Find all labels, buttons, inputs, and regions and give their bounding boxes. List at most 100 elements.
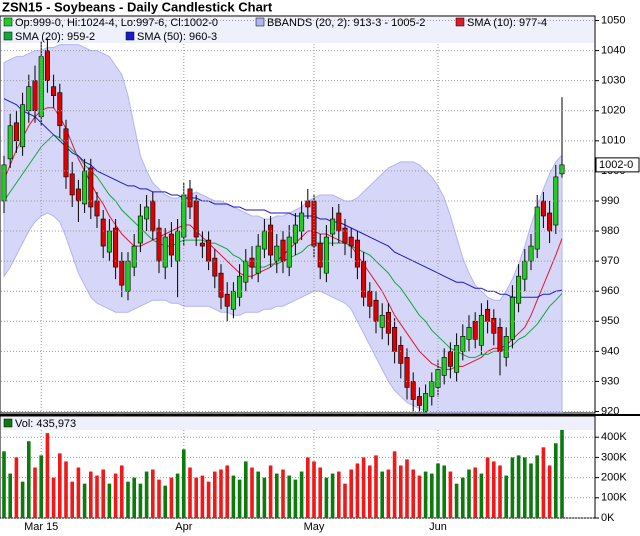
candle-body: [230, 290, 236, 310]
candle-body: [423, 393, 429, 412]
y-tick-label: 1030: [601, 75, 625, 87]
candle-body: [429, 381, 435, 397]
candle-body: [522, 260, 528, 280]
chart-title: ZSN15 - Soybeans - Daily Candlestick Cha…: [2, 0, 273, 14]
volume-bar: [70, 481, 74, 518]
candle-body: [410, 381, 416, 400]
candle-body: [336, 212, 342, 232]
volume-panel: [0, 415, 596, 519]
volume-bar: [219, 469, 223, 518]
volume-bar: [275, 473, 279, 518]
candle-body: [212, 257, 218, 277]
volume-bar: [467, 469, 471, 518]
volume-bar: [547, 465, 552, 518]
candle-body: [485, 308, 491, 322]
y-tick-label: 920: [601, 405, 619, 417]
candle-body: [361, 260, 367, 298]
volume-bar: [89, 471, 93, 518]
candle-body: [44, 50, 50, 81]
candle-body: [69, 173, 75, 196]
candle-body: [447, 351, 453, 367]
legend-label: SMA (10): 977-4: [467, 17, 547, 29]
legend-swatch: [255, 17, 265, 27]
volume-bar: [473, 467, 477, 518]
candle-body: [261, 230, 267, 250]
candle-body: [441, 357, 447, 376]
candle-body: [57, 92, 63, 127]
candle-body: [466, 326, 472, 340]
candle-body: [7, 125, 13, 160]
y-tick-label: 100K: [601, 492, 627, 504]
candle-body: [106, 230, 112, 253]
volume-bar: [151, 469, 155, 518]
volume-bar: [461, 477, 465, 518]
candle-body: [63, 128, 69, 178]
candle-body: [13, 122, 19, 142]
y-tick-label: 980: [601, 225, 619, 237]
volume-bar: [523, 457, 527, 518]
volume-bar: [182, 449, 186, 518]
volume-bar: [405, 459, 409, 518]
candle-body: [404, 357, 410, 388]
volume-bar: [312, 461, 316, 518]
legend-swatch: [125, 31, 135, 41]
candle-body: [168, 233, 174, 256]
candle-body: [274, 245, 280, 262]
candle-body: [330, 218, 336, 235]
volume-bar: [349, 469, 353, 518]
candle-body: [460, 336, 466, 352]
candle-body: [299, 212, 305, 232]
candle-body: [75, 188, 81, 202]
volume-bar: [337, 471, 341, 518]
candle-body: [509, 296, 515, 340]
volume-bar: [330, 473, 335, 518]
volume-bar: [169, 477, 174, 518]
candle-body: [137, 215, 143, 244]
last-price-label: 1002-0: [599, 159, 633, 171]
volume-bar: [510, 457, 515, 518]
candle-body: [100, 218, 106, 247]
legend-swatch: [3, 31, 13, 41]
volume-bar: [8, 473, 12, 518]
candle-body: [454, 345, 460, 373]
candle-body: [156, 227, 162, 262]
y-tick-label: 1010: [601, 135, 625, 147]
candle-body: [385, 311, 391, 334]
volume-bar: [237, 479, 242, 518]
volume-bar: [138, 483, 143, 518]
volume-bar: [107, 483, 112, 518]
volume-bar: [206, 481, 211, 518]
volume-bar: [343, 483, 347, 518]
volume-bar: [120, 465, 124, 518]
volume-bar: [132, 477, 136, 518]
y-tick-label: 960: [601, 285, 619, 297]
volume-bar: [281, 469, 285, 518]
candle-body: [82, 170, 88, 205]
candle-body: [547, 212, 553, 232]
volume-legend: Vol: 435,973: [15, 418, 76, 430]
candle-body: [218, 272, 224, 298]
legend-label: SMA (20): 959-2: [15, 31, 95, 43]
volume-bar: [361, 457, 366, 518]
volume-bar: [448, 471, 453, 518]
volume-bar: [318, 467, 322, 518]
candle-body: [144, 206, 150, 220]
x-tick-label: May: [304, 521, 325, 533]
ohlc-label: Op:999-0, Hi:1024-4, Lo:997-6, Cl:1002-0: [15, 17, 218, 29]
candle-body: [503, 336, 509, 358]
volume-bar: [392, 451, 397, 518]
volume-bar: [126, 481, 130, 518]
candle-body: [193, 200, 199, 238]
candle-body: [1, 164, 7, 202]
volume-bar: [188, 467, 192, 518]
candle-body: [113, 227, 119, 268]
volume-bar: [225, 465, 229, 518]
volume-legend-band: [1, 417, 594, 430]
candle-body: [224, 293, 230, 307]
volume-bar: [436, 463, 440, 518]
volume-bar: [14, 457, 19, 518]
volume-bar: [20, 481, 25, 518]
volume-bar: [541, 447, 546, 518]
candle-body: [534, 206, 540, 250]
